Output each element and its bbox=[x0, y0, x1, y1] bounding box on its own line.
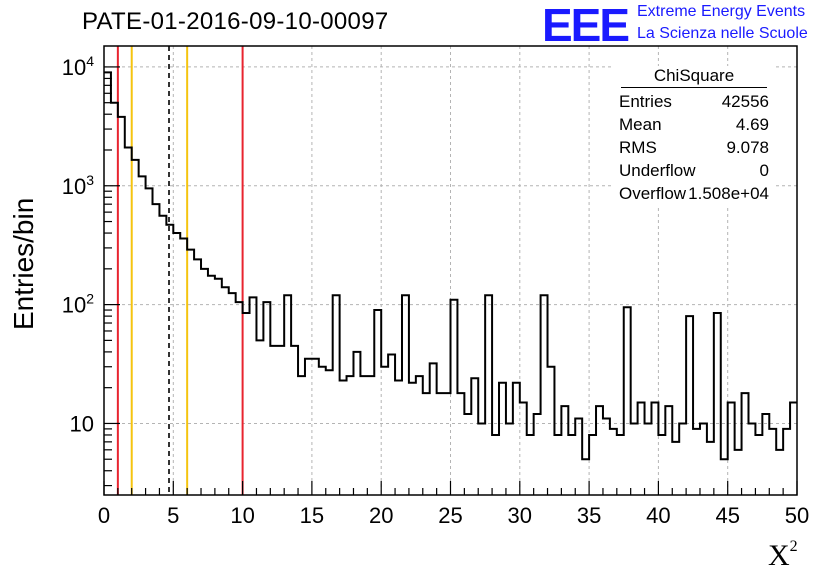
x-tick-label: 15 bbox=[300, 503, 324, 528]
y-tick-label: 102 bbox=[62, 291, 94, 318]
x-axis-label: X2 bbox=[768, 538, 798, 572]
stats-box: ChiSquare Entries 42556 Mean 4.69 RMS 9.078… bbox=[613, 66, 775, 205]
y-tick-labels: 10 102 103 104 bbox=[62, 53, 94, 437]
x-tick-label: 10 bbox=[230, 503, 254, 528]
logo-line-1: Extreme Energy Events bbox=[637, 3, 806, 20]
x-tick-label: 25 bbox=[438, 503, 462, 528]
x-tick-label: 45 bbox=[715, 503, 739, 528]
x-tick-label: 5 bbox=[167, 503, 179, 528]
stats-row: RMS 9.078 bbox=[619, 138, 769, 157]
eee-logo: EEE bbox=[542, 0, 630, 51]
x-tick-label: 50 bbox=[785, 503, 809, 528]
histogram-step-line bbox=[104, 71, 797, 461]
y-tick-label: 10 bbox=[70, 411, 94, 436]
x-tick-label: 30 bbox=[508, 503, 532, 528]
y-tick-label: 104 bbox=[62, 53, 94, 80]
x-tick-label: 0 bbox=[98, 503, 110, 528]
run-title: PATE-01-2016-09-10-00097 bbox=[82, 8, 389, 35]
logo-line-2: La Scienza nelle Scuole bbox=[637, 25, 808, 42]
stats-title: ChiSquare bbox=[621, 66, 767, 88]
stats-row: Entries 42556 bbox=[619, 92, 769, 111]
stats-row: Overflow 1.508e+04 bbox=[619, 184, 769, 203]
stats-row: Mean 4.69 bbox=[619, 115, 769, 134]
y-axis-label: Entries/bin bbox=[8, 197, 39, 330]
reference-lines bbox=[116, 46, 244, 495]
axis-ticks bbox=[103, 66, 798, 495]
y-tick-label: 103 bbox=[62, 172, 94, 199]
x-tick-labels: 0 5 10 15 20 25 30 35 40 45 50 bbox=[98, 503, 809, 528]
x-tick-label: 35 bbox=[577, 503, 601, 528]
stats-row: Underflow 0 bbox=[619, 161, 769, 180]
x-tick-label: 20 bbox=[369, 503, 393, 528]
x-tick-label: 40 bbox=[646, 503, 670, 528]
